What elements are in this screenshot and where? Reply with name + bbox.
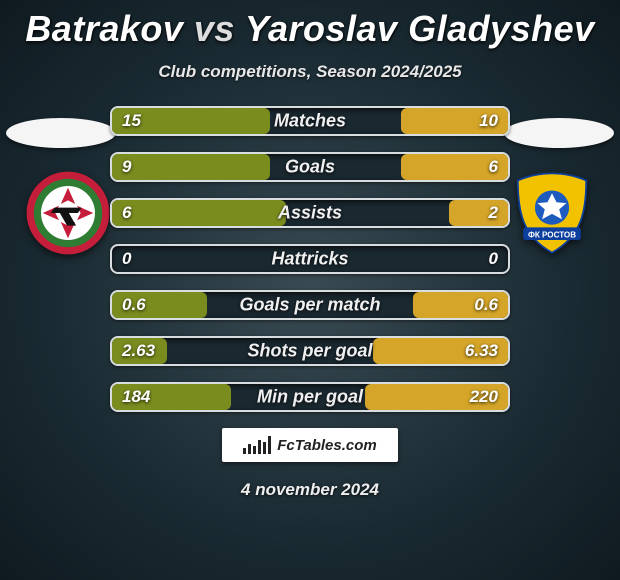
flag-placeholder-left [6, 118, 116, 148]
stat-bar-left-fill [112, 200, 286, 226]
stat-label: Hattricks [271, 249, 348, 270]
title-player2: Yaroslav Gladyshev [245, 8, 595, 49]
stat-label: Min per goal [257, 387, 363, 408]
stat-value-left: 2.63 [122, 341, 155, 361]
stat-label: Assists [278, 203, 342, 224]
stat-row: 2.63 6.33 Shots per goal [110, 336, 510, 366]
stat-label: Matches [274, 111, 346, 132]
stat-row: 9 6 Goals [110, 152, 510, 182]
stat-value-left: 15 [122, 111, 141, 131]
page-title: Batrakov vs Yaroslav Gladyshev [0, 0, 620, 50]
stat-value-right: 0 [489, 249, 498, 269]
stat-row: 184 220 Min per goal [110, 382, 510, 412]
title-player1: Batrakov [25, 8, 183, 49]
stat-value-right: 6.33 [465, 341, 498, 361]
stat-value-right: 0.6 [474, 295, 498, 315]
club-crest-left [18, 168, 118, 258]
stat-value-right: 220 [470, 387, 498, 407]
stat-value-left: 184 [122, 387, 150, 407]
stat-bars: 15 10 Matches 9 6 Goals 6 2 Assists 0 0 Hattricks 0.… [110, 106, 510, 412]
stat-label: Shots per goal [247, 341, 372, 362]
stat-label: Goals [285, 157, 335, 178]
comparison-arena: ФК РОСТОВ 15 10 Matches 9 6 Goals 6 2 Assists 0 0 H… [0, 106, 620, 412]
date-label: 4 november 2024 [0, 480, 620, 500]
subtitle: Club competitions, Season 2024/2025 [0, 62, 620, 82]
fctables-logo-icon [243, 436, 271, 454]
lokomotiv-crest-icon [18, 168, 118, 258]
stat-value-left: 0.6 [122, 295, 146, 315]
stat-label: Goals per match [239, 295, 380, 316]
svg-text:ФК РОСТОВ: ФК РОСТОВ [528, 230, 576, 239]
stat-value-left: 6 [122, 203, 131, 223]
stat-bar-left-fill [112, 154, 270, 180]
title-vs: vs [194, 8, 235, 49]
brand-badge[interactable]: FcTables.com [222, 428, 398, 462]
stat-value-right: 6 [489, 157, 498, 177]
club-crest-right: ФК РОСТОВ [502, 168, 602, 258]
flag-placeholder-right [504, 118, 614, 148]
stat-row: 0 0 Hattricks [110, 244, 510, 274]
stat-row: 15 10 Matches [110, 106, 510, 136]
stat-value-left: 9 [122, 157, 131, 177]
stat-value-right: 10 [479, 111, 498, 131]
rostov-crest-icon: ФК РОСТОВ [502, 168, 602, 258]
stat-value-left: 0 [122, 249, 131, 269]
stat-bar-right-fill [449, 200, 508, 226]
stat-value-right: 2 [489, 203, 498, 223]
stat-row: 0.6 0.6 Goals per match [110, 290, 510, 320]
stat-row: 6 2 Assists [110, 198, 510, 228]
brand-text: FcTables.com [277, 437, 376, 454]
